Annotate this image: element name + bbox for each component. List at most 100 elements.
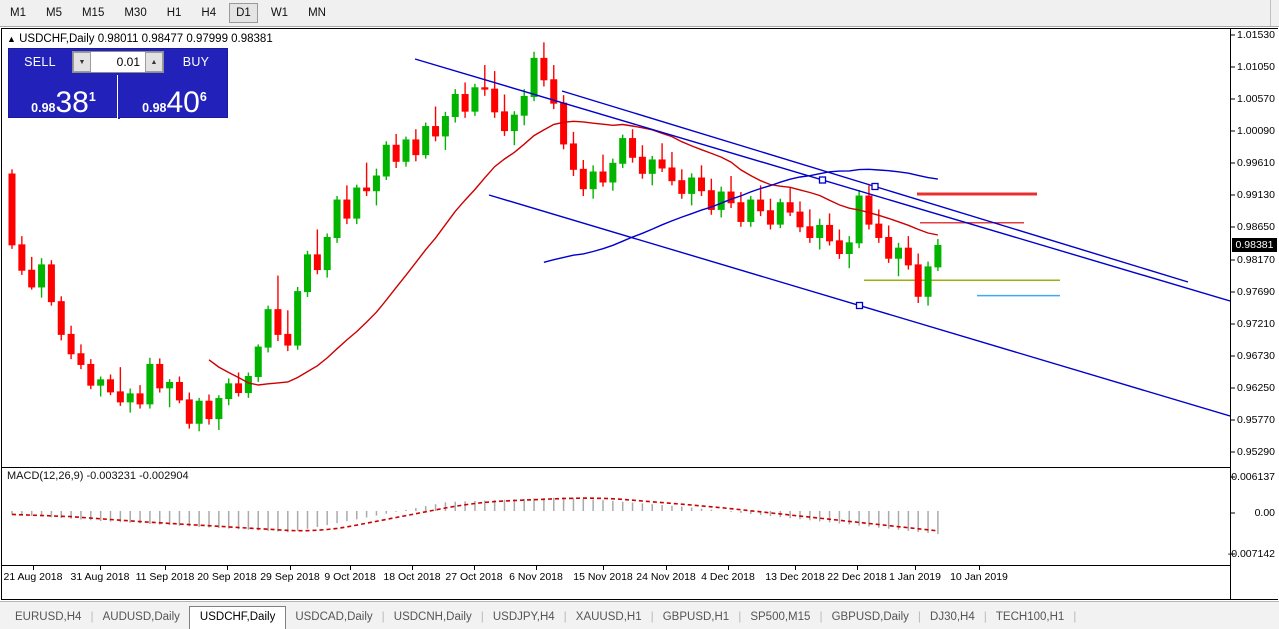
candlestick [491, 71, 499, 118]
collapse-triangle-icon[interactable]: ▲ [7, 34, 16, 44]
candlestick [126, 388, 134, 413]
candlestick [648, 155, 656, 186]
macd-svg [11, 497, 939, 535]
time-axis-label: 20 Sep 2018 [197, 571, 257, 583]
price-scale-label: 0.97210 [1237, 317, 1275, 330]
timeframe-mn[interactable]: MN [308, 7, 326, 19]
candlestick [38, 258, 46, 298]
chart-tab-tech100-h1[interactable]: TECH100,H1 [995, 611, 1065, 623]
macd-scale-label: 0.00 [1254, 506, 1275, 519]
moving-average-line [543, 168, 939, 263]
candlestick [885, 225, 893, 263]
volume-field-group[interactable]: ▼ 0.01 ▲ [72, 51, 164, 73]
price-tick [1231, 194, 1235, 196]
chart-tab-gbpusd-h1[interactable]: GBPUSD,H1 [662, 611, 730, 623]
candlestick [47, 260, 55, 306]
timeframe-w1[interactable]: W1 [270, 7, 289, 19]
tab-separator: | [1073, 609, 1077, 623]
candlestick [766, 198, 774, 230]
time-axis-label: 21 Aug 2018 [3, 571, 63, 583]
time-axis-label: 31 Aug 2018 [70, 571, 130, 583]
price-scale-label: 0.96730 [1237, 349, 1275, 362]
chart-tab-usdcnh-daily[interactable]: USDCNH,Daily [393, 611, 472, 623]
price-tick [1231, 130, 1235, 132]
volume-decrement-icon[interactable]: ▼ [73, 52, 91, 72]
trendline-anchor-handle[interactable] [855, 301, 864, 310]
price-tick [1231, 162, 1235, 164]
sell-price-display[interactable]: 0.98 38 1 [9, 75, 118, 119]
time-tick [666, 566, 667, 570]
trendline-anchor-handle[interactable] [871, 182, 879, 191]
candlestick [363, 162, 371, 197]
macd-tick [1231, 553, 1235, 555]
candlestick [638, 145, 646, 179]
chart-tab-audusd-daily[interactable]: AUDUSD,Daily [102, 611, 180, 623]
chart-tab-xauusd-h1[interactable]: XAUUSD,H1 [575, 611, 642, 623]
candlestick [688, 173, 696, 206]
time-tick [474, 566, 475, 570]
price-scale-label: 0.96250 [1237, 381, 1275, 394]
candlestick [737, 192, 745, 227]
candlestick [727, 176, 735, 209]
buy-button[interactable]: BUY [182, 55, 210, 69]
timeframe-h1[interactable]: H1 [166, 7, 182, 19]
candlestick [589, 165, 597, 199]
chart-tab-eurusd-h4[interactable]: EURUSD,H4 [15, 611, 82, 623]
timeframe-toolbar: M1 M5 M15 M30 H1 H4 D1 W1 MN [0, 0, 1279, 27]
price-tick [1231, 387, 1235, 389]
sell-price-base: 0.98 [31, 101, 56, 115]
time-axis-label: 24 Nov 2018 [636, 571, 696, 583]
chart-tab-dj30-h4[interactable]: DJ30,H4 [930, 611, 975, 623]
candlestick [629, 129, 637, 163]
time-axis-label: 11 Sep 2018 [135, 571, 195, 583]
candlestick [432, 106, 440, 142]
timeframe-m15[interactable]: M15 [81, 7, 105, 19]
candlestick [550, 65, 558, 110]
candlestick [156, 358, 164, 393]
candlestick [668, 151, 676, 186]
tab-separator: | [819, 609, 823, 623]
volume-increment-icon[interactable]: ▲ [145, 52, 163, 72]
chart-tab-gbpusd-daily[interactable]: GBPUSD,Daily [831, 611, 909, 623]
candlestick [757, 185, 765, 217]
price-tick [1231, 291, 1235, 293]
candlestick [707, 178, 715, 215]
candlestick [175, 376, 183, 404]
candlestick [274, 275, 282, 342]
candlestick [57, 296, 65, 341]
chart-tab-sp500-m15[interactable]: SP500,M15 [750, 611, 811, 623]
toolbar-divider [1270, 0, 1271, 26]
price-scale[interactable]: 1.01530 1.01050 1.00570 1.00090 0.99610 0.991… [1228, 29, 1278, 599]
timeframe-m30[interactable]: M30 [124, 7, 147, 19]
candlestick [678, 169, 686, 199]
time-tick [536, 566, 537, 570]
candlestick [333, 196, 341, 243]
candlestick [520, 89, 528, 126]
chart-tab-usdjpy-h4[interactable]: USDJPY,H4 [492, 611, 555, 623]
candlestick [372, 168, 380, 206]
price-scale-label: 0.99610 [1237, 157, 1275, 170]
timeframe-h4[interactable]: H4 [201, 7, 217, 19]
time-axis-label: 4 Dec 2018 [701, 571, 755, 583]
timeframe-m5[interactable]: M5 [45, 7, 62, 19]
time-tick [412, 566, 413, 570]
time-axis-label: 13 Dec 2018 [765, 571, 825, 583]
timeframe-m1[interactable]: M1 [10, 7, 26, 19]
chart-tab-usdcad-daily[interactable]: USDCAD,Daily [295, 611, 373, 623]
buy-price-display[interactable]: 0.98 40 6 [118, 75, 229, 119]
candlestick [569, 131, 577, 177]
chart-tab-bar[interactable]: EURUSD,H4 | AUDUSD,Daily USDCHF,Daily USDCAD… [0, 601, 1279, 629]
chart-tab-usdchf-daily[interactable]: USDCHF,Daily [188, 606, 287, 629]
candlestick [244, 372, 252, 398]
trendline-anchor-handle[interactable] [818, 176, 827, 184]
volume-input[interactable]: 0.01 [116, 55, 140, 69]
candlestick [599, 154, 607, 187]
tab-separator: | [917, 609, 922, 623]
sell-button[interactable]: SELL [24, 55, 56, 69]
time-tick [857, 566, 858, 570]
macd-pane[interactable]: MACD(12,26,9) -0.003231 -0.002904 [2, 467, 1230, 564]
timeframe-d1[interactable]: D1 [229, 3, 258, 23]
time-axis-label: 15 Nov 2018 [573, 571, 633, 583]
candlestick [422, 122, 430, 159]
one-click-trading-panel[interactable]: SELL ▼ 0.01 ▲ BUY 0.98 38 1 0.98 40 6 [8, 48, 229, 119]
